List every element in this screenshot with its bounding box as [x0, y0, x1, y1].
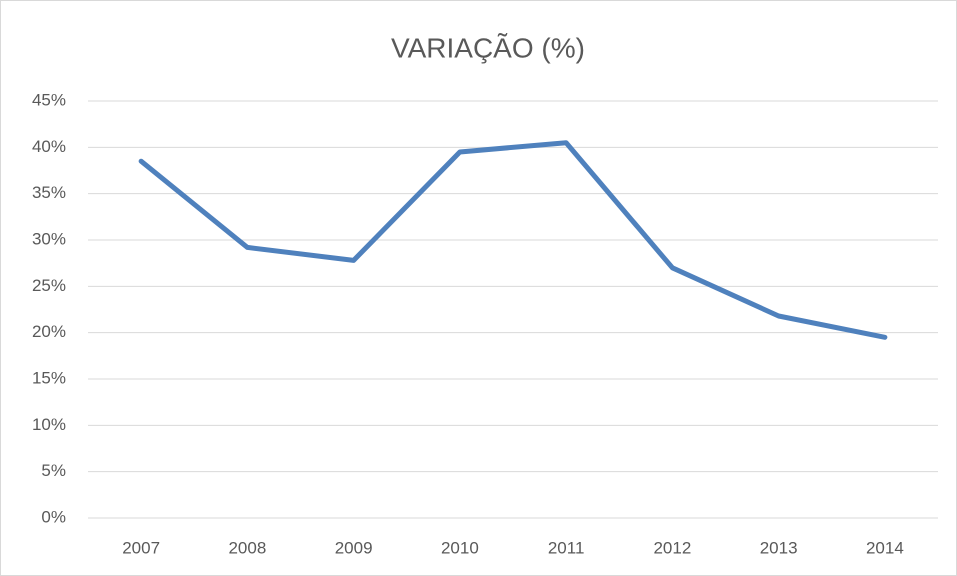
x-tick-label: 2011	[548, 538, 585, 557]
y-tick-label: 35%	[32, 183, 66, 202]
x-tick-label: 2007	[122, 538, 160, 557]
y-tick-label: 25%	[32, 276, 66, 295]
y-tick-label: 0%	[41, 507, 66, 526]
x-tick-label: 2009	[335, 538, 373, 557]
y-tick-label: 5%	[41, 461, 66, 480]
x-tick-label: 2013	[760, 538, 798, 557]
x-tick-label: 2014	[866, 538, 904, 557]
y-tick-label: 45%	[32, 90, 66, 109]
data-line	[138, 140, 888, 340]
y-tick-label: 10%	[32, 415, 66, 434]
x-tick-label: 2010	[441, 538, 479, 557]
y-tick-label: 20%	[32, 322, 66, 341]
x-tick-label: 2012	[653, 538, 691, 557]
x-tick-label: 2008	[228, 538, 266, 557]
chart-title: VARIAÇÃO (%)	[391, 32, 585, 63]
y-tick-label: 15%	[32, 368, 66, 387]
y-tick-label: 30%	[32, 229, 66, 248]
y-tick-label: 40%	[32, 137, 66, 156]
